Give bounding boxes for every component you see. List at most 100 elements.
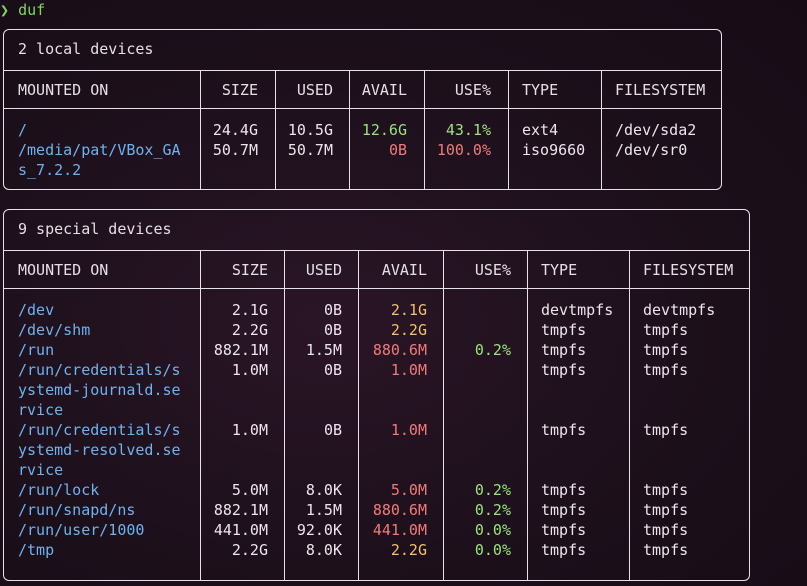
special-devices-title: 9 special devices	[18, 220, 172, 238]
column-header: FILESYSTEM	[643, 261, 734, 279]
size-value: 441.0M	[213, 521, 268, 539]
used-value: 8.0K	[305, 541, 342, 559]
filesystem-name: tmpfs	[643, 421, 689, 439]
column-divider	[200, 250, 201, 580]
fs-type: tmpfs	[541, 481, 587, 499]
size-value: 5.0M	[231, 481, 268, 499]
mount-point: /run/credentials/s	[18, 361, 181, 379]
use-percent: 0.0%	[474, 521, 511, 539]
local-devices-title: 2 local devices	[18, 40, 154, 58]
avail-value: 5.0M	[390, 481, 427, 499]
mount-point: /dev	[18, 301, 55, 319]
prompt-arrow-icon: ❯	[0, 1, 10, 19]
filesystem-name: tmpfs	[643, 341, 689, 359]
filesystem-name: tmpfs	[643, 361, 689, 379]
fs-type: ext4	[522, 121, 559, 139]
column-header: SIZE	[221, 81, 258, 99]
avail-value: 1.0M	[390, 421, 427, 439]
mount-point: /run/snapd/ns	[18, 501, 136, 519]
column-divider	[629, 250, 630, 580]
mount-point: ystemd-resolved.se	[18, 441, 181, 459]
column-divider	[601, 70, 602, 189]
filesystem-name: devtmpfs	[643, 301, 716, 319]
used-value: 0B	[323, 421, 342, 439]
used-value: 8.0K	[305, 481, 342, 499]
mount-point: s_7.2.2	[18, 161, 82, 179]
use-percent: 0.2%	[474, 501, 511, 519]
column-header: USE%	[454, 81, 491, 99]
avail-value: 2.2G	[390, 541, 427, 559]
column-header: AVAIL	[381, 261, 427, 279]
size-value: 1.0M	[231, 421, 268, 439]
fs-type: tmpfs	[541, 501, 587, 519]
body-separator	[4, 108, 721, 109]
used-value: 0B	[323, 361, 342, 379]
filesystem-name: /dev/sda2	[615, 121, 697, 139]
size-value: 24.4G	[212, 121, 258, 139]
size-value: 2.2G	[231, 541, 268, 559]
mount-point: rvice	[18, 401, 64, 419]
column-divider	[527, 250, 528, 580]
filesystem-name: /dev/sr0	[615, 141, 688, 159]
local-devices-table: 2 local devices MOUNTED ON SIZE USED AVAIL U…	[3, 29, 722, 190]
mount-point: rvice	[18, 461, 64, 479]
body-separator	[4, 288, 749, 289]
mount-point: /tmp	[18, 541, 55, 559]
avail-value: 0B	[388, 141, 407, 159]
column-header: AVAIL	[361, 81, 407, 99]
used-value: 1.5M	[305, 501, 342, 519]
column-header: USED	[305, 261, 342, 279]
column-divider	[443, 250, 444, 580]
use-percent: 0.2%	[474, 481, 511, 499]
avail-value: 880.6M	[372, 341, 427, 359]
mount-point: /run/user/1000	[18, 521, 145, 539]
avail-value: 441.0M	[372, 521, 427, 539]
used-value: 92.0K	[296, 521, 342, 539]
shell-prompt: ❯ duf	[0, 0, 45, 20]
mount-point: /run/credentials/s	[18, 421, 181, 439]
fs-type: tmpfs	[541, 421, 587, 439]
fs-type: tmpfs	[541, 361, 587, 379]
used-value: 0B	[323, 321, 342, 339]
fs-type: iso9660	[522, 141, 586, 159]
size-value: 882.1M	[213, 501, 268, 519]
size-value: 50.7M	[212, 141, 258, 159]
used-value: 10.5G	[287, 121, 333, 139]
use-percent: 100.0%	[436, 141, 491, 159]
column-header: USE%	[474, 261, 511, 279]
size-value: 882.1M	[213, 341, 268, 359]
fs-type: tmpfs	[541, 541, 587, 559]
fs-type: devtmpfs	[541, 301, 614, 319]
column-header: TYPE	[522, 81, 559, 99]
avail-value: 880.6M	[372, 501, 427, 519]
avail-value: 12.6G	[361, 121, 407, 139]
fs-type: tmpfs	[541, 341, 587, 359]
column-divider	[508, 70, 509, 189]
use-percent: 0.2%	[474, 341, 511, 359]
column-divider	[284, 250, 285, 580]
column-header: TYPE	[541, 261, 578, 279]
avail-value: 1.0M	[390, 361, 427, 379]
used-value: 1.5M	[305, 341, 342, 359]
header-separator	[4, 250, 749, 251]
mount-point: /dev/shm	[18, 321, 91, 339]
filesystem-name: tmpfs	[643, 501, 689, 519]
column-header: USED	[296, 81, 333, 99]
column-header: MOUNTED ON	[18, 81, 109, 99]
column-divider	[424, 70, 425, 189]
command-text: duf	[18, 1, 46, 19]
use-percent: 0.0%	[474, 541, 511, 559]
avail-value: 2.2G	[390, 321, 427, 339]
filesystem-name: tmpfs	[643, 521, 689, 539]
mount-point: ystemd-journald.se	[18, 381, 181, 399]
column-divider	[275, 70, 276, 189]
filesystem-name: tmpfs	[643, 321, 689, 339]
filesystem-name: tmpfs	[643, 481, 689, 499]
use-percent: 43.1%	[445, 121, 491, 139]
size-value: 1.0M	[231, 361, 268, 379]
fs-type: tmpfs	[541, 521, 587, 539]
mount-point: /run/lock	[18, 481, 100, 499]
mount-point: /	[18, 121, 28, 139]
column-header: MOUNTED ON	[18, 261, 109, 279]
column-divider	[200, 70, 201, 189]
